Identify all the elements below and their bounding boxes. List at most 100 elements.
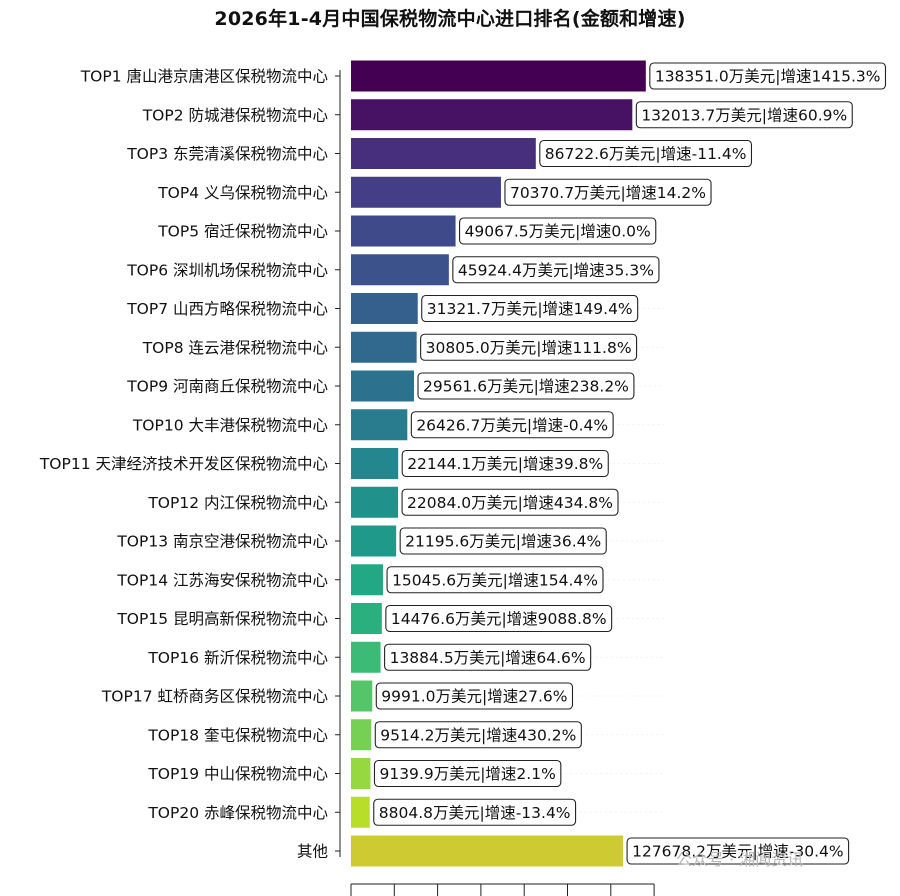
data-label-text: 21195.6万美元|增速36.4% [405, 533, 601, 551]
data-label-text: 30805.0万美元|增速111.8% [426, 339, 632, 357]
data-label: 9514.2万美元|增速430.2% [374, 721, 582, 749]
bar [351, 796, 370, 828]
category-label: TOP18 奎屯保税物流中心 [147, 726, 328, 744]
data-label-box [504, 178, 712, 206]
data-label-text: 26426.7万美元|增速-0.4% [416, 416, 608, 434]
bar [351, 486, 399, 518]
data-label: 127678.2万美元|增速-30.4% [626, 837, 850, 865]
bar [351, 680, 373, 712]
bar [351, 719, 372, 751]
data-label: 14476.6万美元|增速9088.8% [385, 604, 613, 633]
data-label-text: 22144.1万美元|增速39.8% [407, 455, 603, 473]
data-label-text: 70370.7万美元|增速14.2% [510, 184, 706, 202]
category-label: TOP16 新沂保税物流中心 [147, 649, 328, 667]
category-label: TOP20 赤峰保税物流中心 [147, 804, 328, 822]
data-label-box [635, 101, 853, 129]
bar [351, 60, 646, 92]
data-label-text: 138351.0万美元|增速1415.3% [655, 68, 881, 86]
category-label: TOP8 连云港保税物流中心 [142, 339, 328, 357]
data-label-box [373, 759, 562, 788]
bar [351, 525, 397, 557]
data-label-box [399, 527, 607, 555]
chart-title: 2026年1-4月中国保税物流中心进口排名(金额和增速) [214, 8, 686, 30]
data-label-text: 9139.9万美元|增速2.1% [379, 765, 555, 783]
category-label: TOP7 山西方略保税物流中心 [126, 300, 328, 318]
category-label: TOP11 天津经济技术开发区保税物流中心 [39, 455, 328, 473]
bar [351, 641, 381, 673]
data-label-text: 86722.6万美元|增速-11.4% [545, 145, 747, 163]
data-label-box [410, 411, 614, 439]
data-label-text: 29561.6万美元|增速238.2% [423, 378, 629, 396]
data-label-box [375, 682, 574, 710]
data-label-box [539, 139, 753, 168]
data-label: 8804.8万美元|增速-13.4% [373, 798, 577, 826]
data-label-text: 22084.0万美元|增速434.8% [407, 494, 613, 512]
bar [351, 176, 501, 208]
bar [351, 448, 399, 479]
bar [351, 254, 449, 286]
bar [351, 99, 633, 131]
data-label: 29561.6万美元|增速238.2% [417, 372, 635, 400]
bar [351, 835, 624, 867]
data-label: 22144.1万美元|增速39.8% [401, 449, 609, 478]
data-label-text: 45924.4万美元|增速35.3% [458, 261, 654, 279]
category-label: 其他 [297, 843, 328, 861]
data-label: 9139.9万美元|增速2.1% [373, 759, 562, 788]
bar [351, 293, 418, 324]
category-label: TOP4 义乌保税物流中心 [157, 184, 328, 202]
category-label: TOP2 防城港保税物流中心 [142, 106, 328, 124]
data-label-box [420, 333, 638, 361]
data-label-text: 31321.7万美元|增速149.4% [427, 300, 633, 318]
bar [351, 409, 408, 441]
data-label-box [385, 604, 613, 633]
data-label: 49067.5万美元|增速0.0% [459, 217, 657, 245]
data-label: 70370.7万美元|增速14.2% [504, 178, 712, 206]
data-label-box [401, 449, 609, 478]
data-label-box [421, 294, 639, 323]
category-label: TOP14 江苏海安保税物流中心 [116, 571, 328, 589]
data-label-box [386, 566, 604, 594]
category-label: TOP6 深圳机场保税物流中心 [126, 261, 328, 279]
data-label: 13884.5万美元|增速64.6% [384, 643, 592, 671]
category-label: TOP1 唐山港京唐港区保税物流中心 [80, 68, 328, 86]
data-label-text: 9514.2万美元|增速430.2% [380, 726, 576, 744]
data-label-box [417, 372, 635, 400]
data-label-box [649, 62, 887, 90]
data-label: 132013.7万美元|增速60.9% [635, 101, 853, 129]
data-label-text: 49067.5万美元|增速0.0% [465, 223, 651, 241]
data-label-text: 8804.8万美元|增速-13.4% [379, 804, 571, 822]
data-label: 45924.4万美元|增速35.3% [452, 256, 660, 284]
data-label-text: 15045.6万美元|增速154.4% [392, 571, 598, 589]
category-label: TOP12 内江保税物流中心 [147, 494, 328, 512]
data-label-text: 132013.7万美元|增速60.9% [641, 106, 847, 124]
data-label-text: 14476.6万美元|增速9088.8% [391, 610, 607, 628]
data-label: 26426.7万美元|增速-0.4% [410, 411, 614, 439]
data-label-box [401, 488, 619, 516]
watermark: 公众号 · 湘闻资讯 [676, 850, 804, 869]
category-label: TOP19 中山保税物流中心 [147, 765, 328, 783]
data-label: 31321.7万美元|增速149.4% [421, 294, 639, 323]
data-label: 22084.0万美元|增速434.8% [401, 488, 619, 516]
category-label: TOP10 大丰港保税物流中心 [132, 416, 328, 434]
data-label: 15045.6万美元|增速154.4% [386, 566, 604, 594]
data-label-text: 9991.0万美元|增速27.6% [381, 688, 567, 706]
category-label: TOP15 昆明高新保税物流中心 [116, 610, 328, 628]
data-label: 138351.0万美元|增速1415.3% [649, 62, 887, 90]
category-label: TOP5 宿迁保税物流中心 [157, 223, 328, 241]
bar [351, 215, 456, 247]
data-label-box [459, 217, 657, 245]
data-label-box [452, 256, 660, 284]
category-label: TOP17 虹桥商务区保税物流中心 [101, 688, 328, 706]
data-label-text: 127678.2万美元|增速-30.4% [632, 843, 844, 861]
data-label: 9991.0万美元|增速27.6% [375, 682, 574, 710]
category-label: TOP3 东莞清溪保税物流中心 [126, 145, 328, 163]
bar [351, 758, 371, 789]
bar [351, 138, 536, 169]
data-label-box [374, 721, 582, 749]
data-label-box [373, 798, 577, 826]
data-label-box [626, 837, 850, 865]
bar [351, 603, 382, 634]
category-label: TOP9 河南商丘保税物流中心 [126, 378, 328, 396]
data-label-box [384, 643, 592, 671]
